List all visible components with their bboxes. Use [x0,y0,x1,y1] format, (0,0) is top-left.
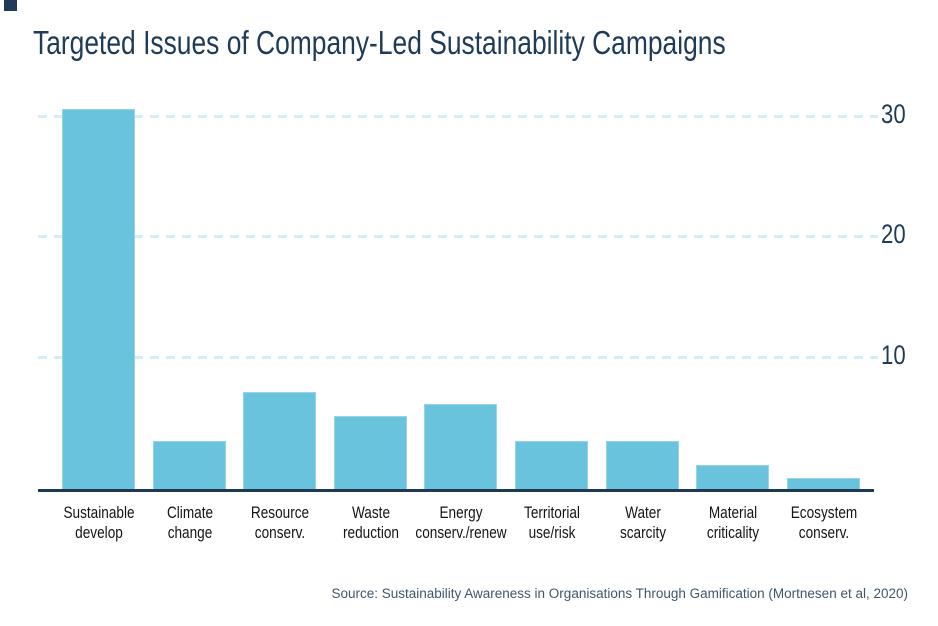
x-category-label: Material criticality [706,503,759,542]
x-category-label: Ecosystem conserv. [790,503,857,542]
page-title: Targeted Issues of Company-Led Sustainab… [33,24,726,61]
x-category-label: Climate change [166,503,213,542]
y-tick-label-30: 30 [881,99,906,129]
bar [696,465,769,490]
bar [62,109,135,490]
x-category-label: Sustainable develop [62,503,135,542]
gridline-20 [38,235,878,238]
bar [334,416,407,490]
bar [515,441,588,490]
x-category-label: Resource conserv. [250,503,309,542]
y-tick-label-20: 20 [881,219,906,249]
x-category-label: Water scarcity [619,503,666,542]
x-category-label: Energy conserv./renew [414,503,507,542]
bar [243,392,316,490]
y-tick-label-10: 10 [881,340,906,370]
bar [424,404,497,490]
bar [606,441,679,490]
gridline-10 [38,356,878,359]
bar [787,478,860,490]
x-category-label: Territorial use/risk [523,503,580,542]
gridline-30 [38,115,878,118]
x-axis-line [38,489,874,492]
bar [153,441,226,490]
brand-square-icon [4,0,17,11]
source-note: Source: Sustainability Awareness in Orga… [331,586,908,601]
x-category-label: Waste reduction [342,503,399,542]
